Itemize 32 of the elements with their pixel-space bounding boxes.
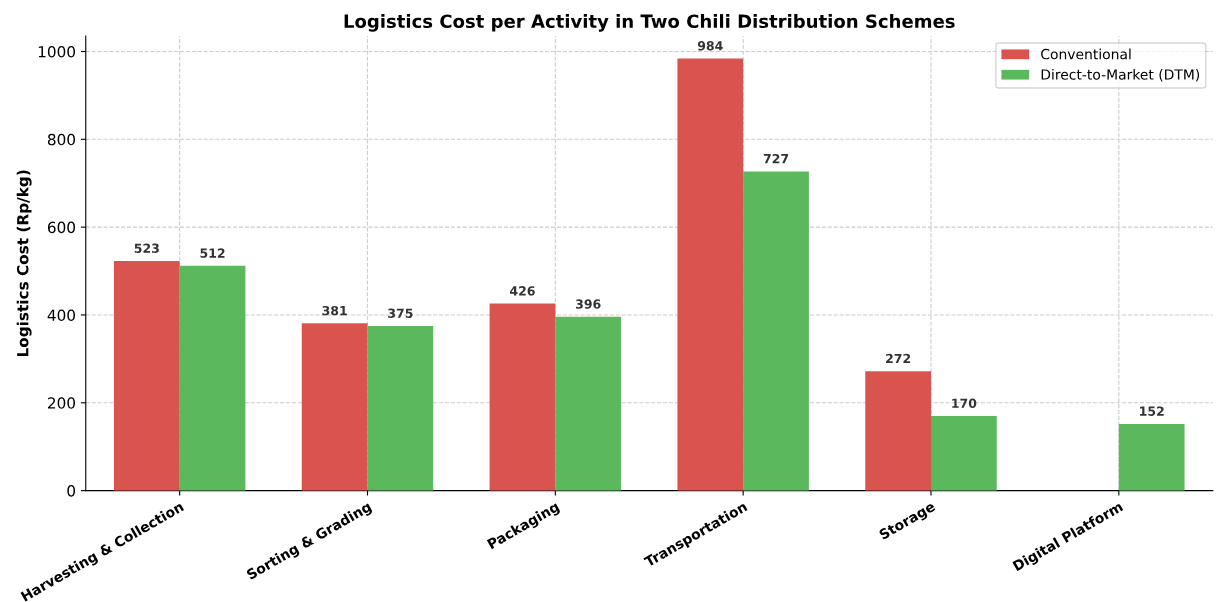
data-label: 170 <box>952 398 977 408</box>
bar <box>489 303 556 491</box>
data-label: 272 <box>886 353 911 364</box>
data-label: 396 <box>575 299 601 309</box>
legend-label: Direct-to-Market (DTM) <box>1041 69 1200 82</box>
data-label: 727 <box>763 153 789 164</box>
bar <box>301 323 368 491</box>
y-tick-label: 200 <box>47 397 76 409</box>
y-tick-label: 800 <box>47 133 76 146</box>
chart-title: Logistics Cost per Activity in Two Chili Distribution Schemes <box>344 14 955 32</box>
y-tick-label: 1000 <box>38 45 76 58</box>
data-label: 381 <box>322 305 347 316</box>
bar <box>677 58 744 491</box>
bar <box>931 415 997 491</box>
y-tick-label: 600 <box>47 221 76 234</box>
y-tick-label: 0 <box>67 485 76 497</box>
legend-label: Conventional <box>1041 48 1131 60</box>
bar <box>865 371 931 491</box>
bar <box>367 325 434 491</box>
data-label: 984 <box>697 41 723 51</box>
bar <box>743 171 809 491</box>
bar <box>113 260 180 491</box>
bar <box>179 265 246 491</box>
y-tick-label: 400 <box>47 309 76 321</box>
bar <box>555 316 622 491</box>
data-label: 152 <box>1140 406 1164 416</box>
bar <box>1118 423 1185 491</box>
data-label: 426 <box>509 286 535 296</box>
data-label: 375 <box>388 308 413 318</box>
data-label: 523 <box>134 243 159 253</box>
data-label: 512 <box>200 248 225 258</box>
y-axis-title: Logistics Cost (Rp/kg) <box>16 170 32 357</box>
